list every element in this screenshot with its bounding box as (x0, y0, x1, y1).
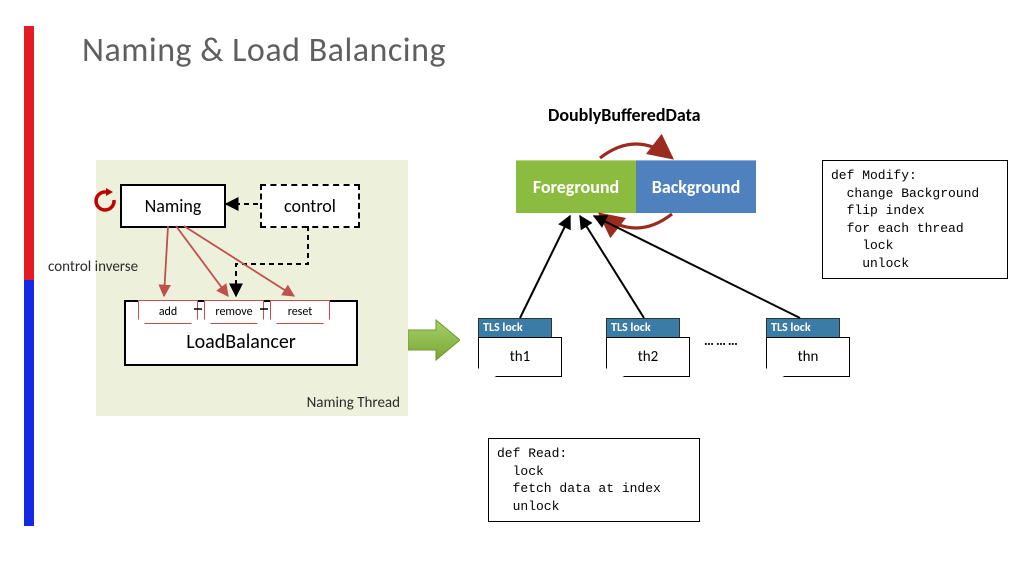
tls-lock-label: TLS lock (478, 318, 552, 338)
ellipsis-threads: ……… (704, 332, 740, 349)
transition-arrow-icon (408, 318, 460, 362)
loadbalancer-label: LoadBalancer (126, 330, 356, 354)
slide-title: Naming & Load Balancing (82, 30, 446, 71)
doubly-buffered-title: DoublyBufferedData (548, 104, 701, 126)
loadbalancer-node: add remove reset LoadBalancer (124, 300, 358, 366)
self-loop-icon (92, 188, 120, 216)
control-node: control (260, 184, 360, 228)
lb-tab-reset: reset (270, 300, 330, 324)
foreground-node: Foreground (516, 160, 636, 213)
tls-lock-label: TLS lock (606, 318, 680, 338)
accent-bar-red (24, 26, 34, 280)
code-read: def Read: lock fetch data at index unloc… (488, 438, 700, 522)
tls-thread-n: TLS lock thn (766, 318, 850, 376)
background-node: Background (636, 160, 756, 213)
control-inverse-label: control inverse (48, 258, 138, 276)
tls-thread-2: TLS lock th2 (606, 318, 690, 376)
thread-name: thn (766, 337, 850, 377)
lb-tab-add: add (138, 300, 198, 324)
naming-node: Naming (120, 184, 226, 228)
accent-bar-blue (24, 280, 34, 526)
code-modify: def Modify: change Background flip index… (822, 160, 1008, 279)
lb-tab-remove: remove (204, 300, 264, 324)
naming-thread-label: Naming Thread (307, 394, 400, 412)
tls-lock-label: TLS lock (766, 318, 840, 338)
thread-name: th2 (606, 337, 690, 377)
thread-name: th1 (478, 337, 562, 377)
tls-thread-1: TLS lock th1 (478, 318, 562, 376)
